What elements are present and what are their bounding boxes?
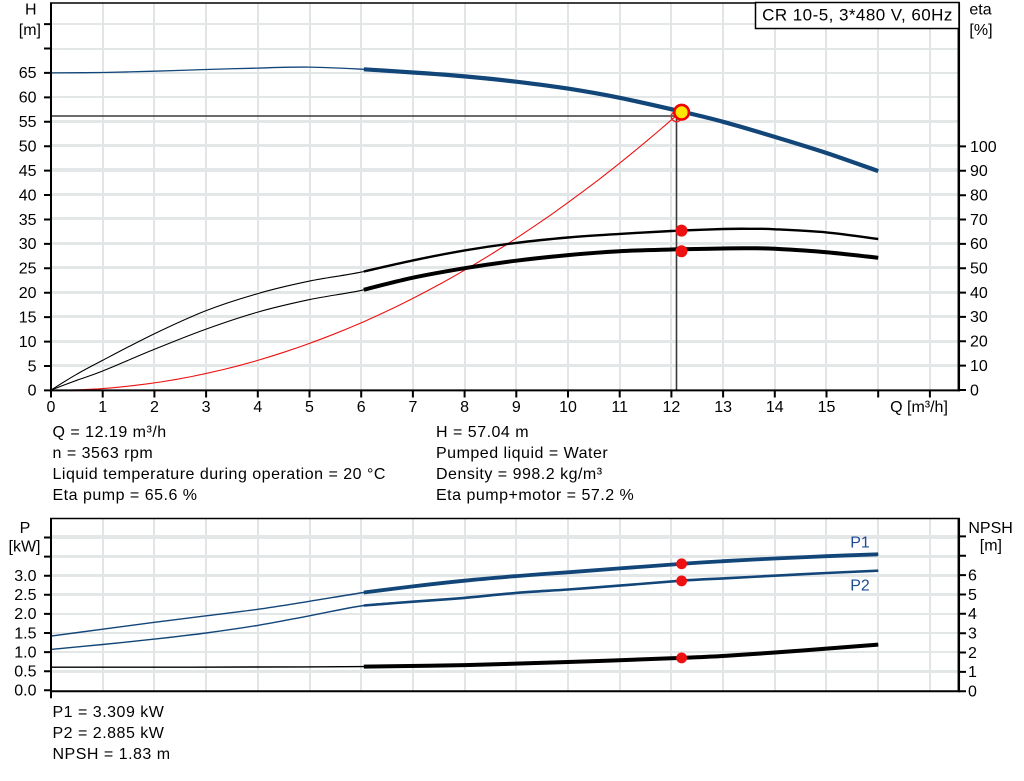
svg-text:[kW]: [kW] (9, 539, 41, 556)
svg-text:60: 60 (19, 90, 37, 107)
svg-text:3: 3 (202, 399, 211, 416)
svg-text:eta: eta (969, 1, 991, 18)
svg-text:0.5: 0.5 (14, 664, 36, 681)
svg-text:[m]: [m] (19, 22, 41, 39)
svg-text:45: 45 (19, 163, 37, 180)
svg-text:P2: P2 (850, 578, 870, 595)
svg-text:100: 100 (970, 139, 997, 156)
svg-text:6: 6 (357, 399, 366, 416)
svg-text:50: 50 (19, 139, 37, 156)
svg-text:Q [m³/h]: Q [m³/h] (890, 399, 948, 416)
svg-text:1.0: 1.0 (14, 644, 36, 661)
svg-text:25: 25 (19, 261, 37, 278)
svg-text:8: 8 (460, 399, 469, 416)
svg-text:4: 4 (968, 606, 977, 623)
svg-text:9: 9 (512, 399, 521, 416)
svg-text:10: 10 (19, 334, 37, 351)
svg-text:7: 7 (408, 399, 417, 416)
svg-text:5: 5 (968, 587, 977, 604)
svg-text:13: 13 (714, 399, 732, 416)
svg-text:35: 35 (19, 212, 37, 229)
svg-text:12: 12 (663, 399, 681, 416)
svg-text:1: 1 (98, 399, 107, 416)
svg-text:80: 80 (970, 188, 988, 205)
svg-text:0.0: 0.0 (14, 683, 36, 700)
svg-text:[m]: [m] (980, 538, 1002, 555)
svg-text:2.5: 2.5 (14, 587, 36, 604)
svg-text:65: 65 (19, 65, 37, 82)
svg-text:10: 10 (559, 399, 577, 416)
svg-text:20: 20 (19, 285, 37, 302)
svg-text:0: 0 (47, 399, 56, 416)
svg-text:3: 3 (968, 626, 977, 643)
svg-text:[%]: [%] (969, 22, 992, 39)
svg-text:P: P (20, 520, 31, 537)
svg-text:70: 70 (970, 212, 988, 229)
svg-text:H: H (25, 2, 37, 19)
svg-text:6: 6 (968, 567, 977, 584)
svg-text:P1: P1 (850, 535, 870, 552)
svg-text:0: 0 (970, 382, 979, 399)
svg-text:10: 10 (970, 358, 988, 375)
svg-text:60: 60 (970, 236, 988, 253)
svg-text:0: 0 (28, 383, 37, 400)
svg-text:0: 0 (968, 684, 977, 701)
svg-text:15: 15 (818, 399, 836, 416)
svg-text:CR 10-5, 3*480 V, 60Hz: CR 10-5, 3*480 V, 60Hz (762, 6, 953, 25)
svg-text:3.0: 3.0 (14, 568, 36, 585)
svg-text:4: 4 (253, 399, 262, 416)
svg-text:2.0: 2.0 (14, 606, 36, 623)
svg-text:30: 30 (970, 309, 988, 326)
svg-text:NPSH: NPSH (968, 520, 1012, 537)
svg-text:14: 14 (766, 399, 784, 416)
svg-text:5: 5 (305, 399, 314, 416)
svg-text:2: 2 (968, 645, 977, 662)
svg-text:11: 11 (611, 399, 628, 416)
svg-text:50: 50 (970, 261, 988, 278)
svg-text:5: 5 (28, 358, 37, 375)
svg-text:20: 20 (970, 334, 988, 351)
svg-text:1.5: 1.5 (14, 625, 36, 642)
svg-text:40: 40 (970, 285, 988, 302)
svg-text:2: 2 (150, 399, 159, 416)
svg-text:40: 40 (19, 187, 37, 204)
svg-text:55: 55 (19, 114, 37, 131)
svg-text:30: 30 (19, 236, 37, 253)
svg-text:90: 90 (970, 163, 988, 180)
svg-text:15: 15 (19, 309, 37, 326)
svg-text:1: 1 (968, 664, 977, 681)
